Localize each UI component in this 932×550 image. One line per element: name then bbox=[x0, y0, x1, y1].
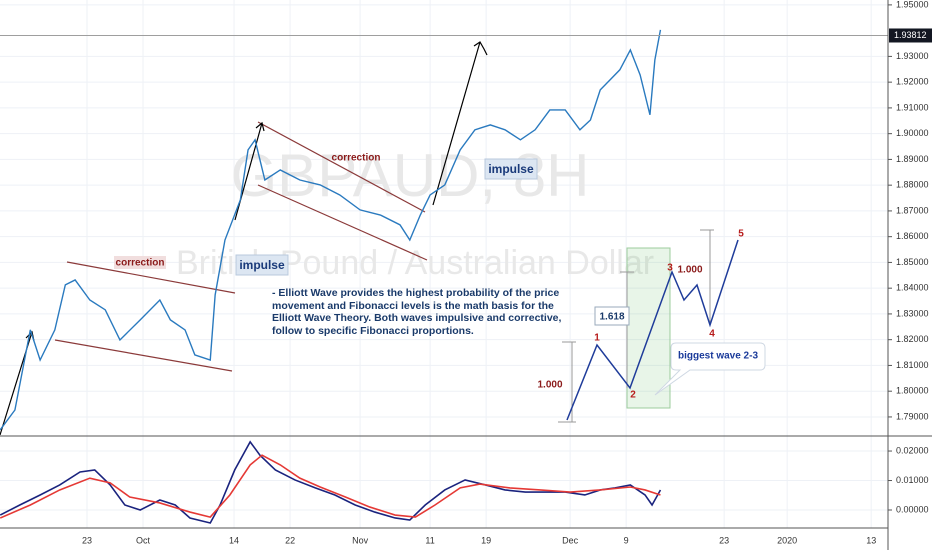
x-tick-label: 19 bbox=[481, 535, 491, 545]
annotation: impulse bbox=[488, 162, 534, 176]
x-tick-label: 14 bbox=[229, 535, 239, 545]
channel-line bbox=[66, 261, 236, 294]
y-tick-label: 1.81000 bbox=[896, 360, 929, 370]
y-tick-label: 1.79000 bbox=[896, 411, 929, 421]
annotation: impulse bbox=[239, 258, 285, 272]
plot bbox=[0, 29, 888, 524]
channel-line bbox=[54, 339, 233, 372]
fib-zone bbox=[626, 247, 671, 409]
x-tick-label: 23 bbox=[82, 535, 92, 545]
last-price-box bbox=[889, 28, 932, 43]
wave-label: 3 bbox=[667, 263, 673, 274]
label-box bbox=[235, 254, 289, 276]
y-tick-label: 0.02000 bbox=[896, 445, 929, 455]
y-tick-label: 1.83000 bbox=[896, 308, 929, 318]
last-price-label: 1.93812 bbox=[894, 30, 927, 40]
y-tick-label: 1.85000 bbox=[896, 257, 929, 267]
x-tick-label: Nov bbox=[352, 535, 369, 545]
fib-measures bbox=[558, 229, 714, 423]
channel-line bbox=[257, 121, 426, 213]
description: - Elliott Wave provides the highest prob… bbox=[272, 287, 562, 337]
x-tick-label: 9 bbox=[624, 535, 629, 545]
annotation: correction bbox=[116, 258, 165, 269]
x-tick-label: 11 bbox=[425, 535, 434, 545]
y-tick-label: 1.88000 bbox=[896, 180, 929, 190]
y-tick-label: 1.93000 bbox=[896, 51, 929, 61]
x-tick-label: 23 bbox=[719, 535, 729, 545]
y-tick-label: 1.91000 bbox=[896, 102, 929, 112]
measure bbox=[700, 229, 714, 325]
x-tick-label: Dec bbox=[562, 535, 579, 545]
wave-label: 4 bbox=[709, 329, 715, 340]
label-box bbox=[594, 306, 630, 326]
y-tick-label: 0.00000 bbox=[896, 504, 929, 514]
series-line bbox=[0, 29, 662, 431]
series-line bbox=[0, 454, 661, 519]
x-tick-label: Oct bbox=[136, 535, 151, 545]
wave-label: 2 bbox=[630, 390, 636, 401]
y-tick-label: 1.86000 bbox=[896, 231, 929, 241]
y-tick-label: 1.95000 bbox=[896, 0, 929, 9]
measure bbox=[620, 271, 634, 388]
x-tick-label: 22 bbox=[285, 535, 295, 545]
label-box bbox=[114, 256, 166, 269]
y-tick-label: 1.84000 bbox=[896, 283, 929, 293]
arrows bbox=[0, 41, 488, 436]
y-tick-label: 0.01000 bbox=[896, 475, 929, 485]
wave-label: 1 bbox=[594, 333, 600, 344]
y-tick-label: 1.80000 bbox=[896, 386, 929, 396]
y-tick-label: 1.87000 bbox=[896, 205, 929, 215]
annotation: 1.000 bbox=[537, 380, 562, 391]
annotation: 1.000 bbox=[677, 265, 702, 276]
arrow bbox=[0, 330, 35, 436]
label-box bbox=[484, 158, 538, 180]
channel-line bbox=[257, 184, 428, 261]
y-tick-label: 1.89000 bbox=[896, 154, 929, 164]
callout-text: biggest wave 2-3 bbox=[678, 351, 758, 362]
x-tick-label: 13 bbox=[866, 535, 876, 545]
grid bbox=[0, 0, 888, 528]
annotation: 1.618 bbox=[599, 312, 624, 323]
x-tick-label: 2020 bbox=[777, 535, 797, 545]
arrow bbox=[432, 41, 488, 206]
y-tick-label: 1.82000 bbox=[896, 334, 929, 344]
y-tick-label: 1.90000 bbox=[896, 128, 929, 138]
wave-diagram bbox=[566, 239, 739, 421]
annotation: correction bbox=[332, 153, 381, 164]
channels bbox=[54, 121, 428, 372]
series-line bbox=[0, 440, 662, 524]
callout bbox=[654, 342, 766, 396]
y-tick-label: 1.92000 bbox=[896, 77, 929, 87]
wave-label: 5 bbox=[738, 229, 744, 240]
